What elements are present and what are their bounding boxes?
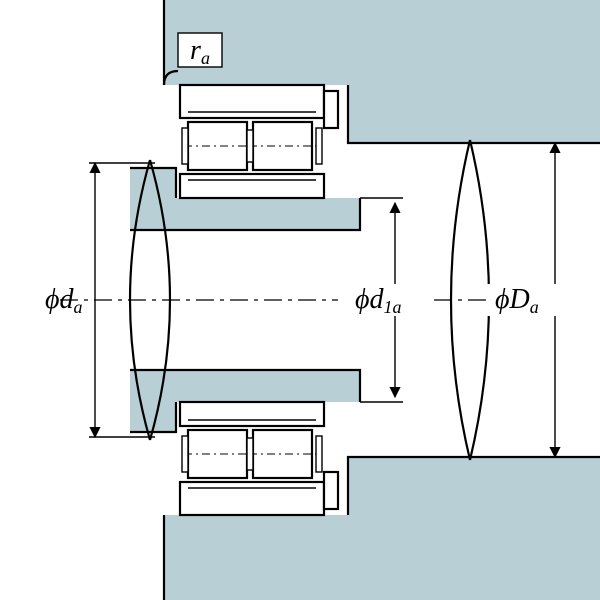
housing-bot-right bbox=[318, 457, 600, 600]
housing-top-right bbox=[318, 0, 600, 143]
bearing-cross-section-diagram: raϕdaϕd1aϕDaϕd1aϕDa bbox=[0, 0, 600, 600]
label-phi-da: ϕda bbox=[45, 284, 83, 317]
cap-bot bbox=[164, 515, 334, 600]
